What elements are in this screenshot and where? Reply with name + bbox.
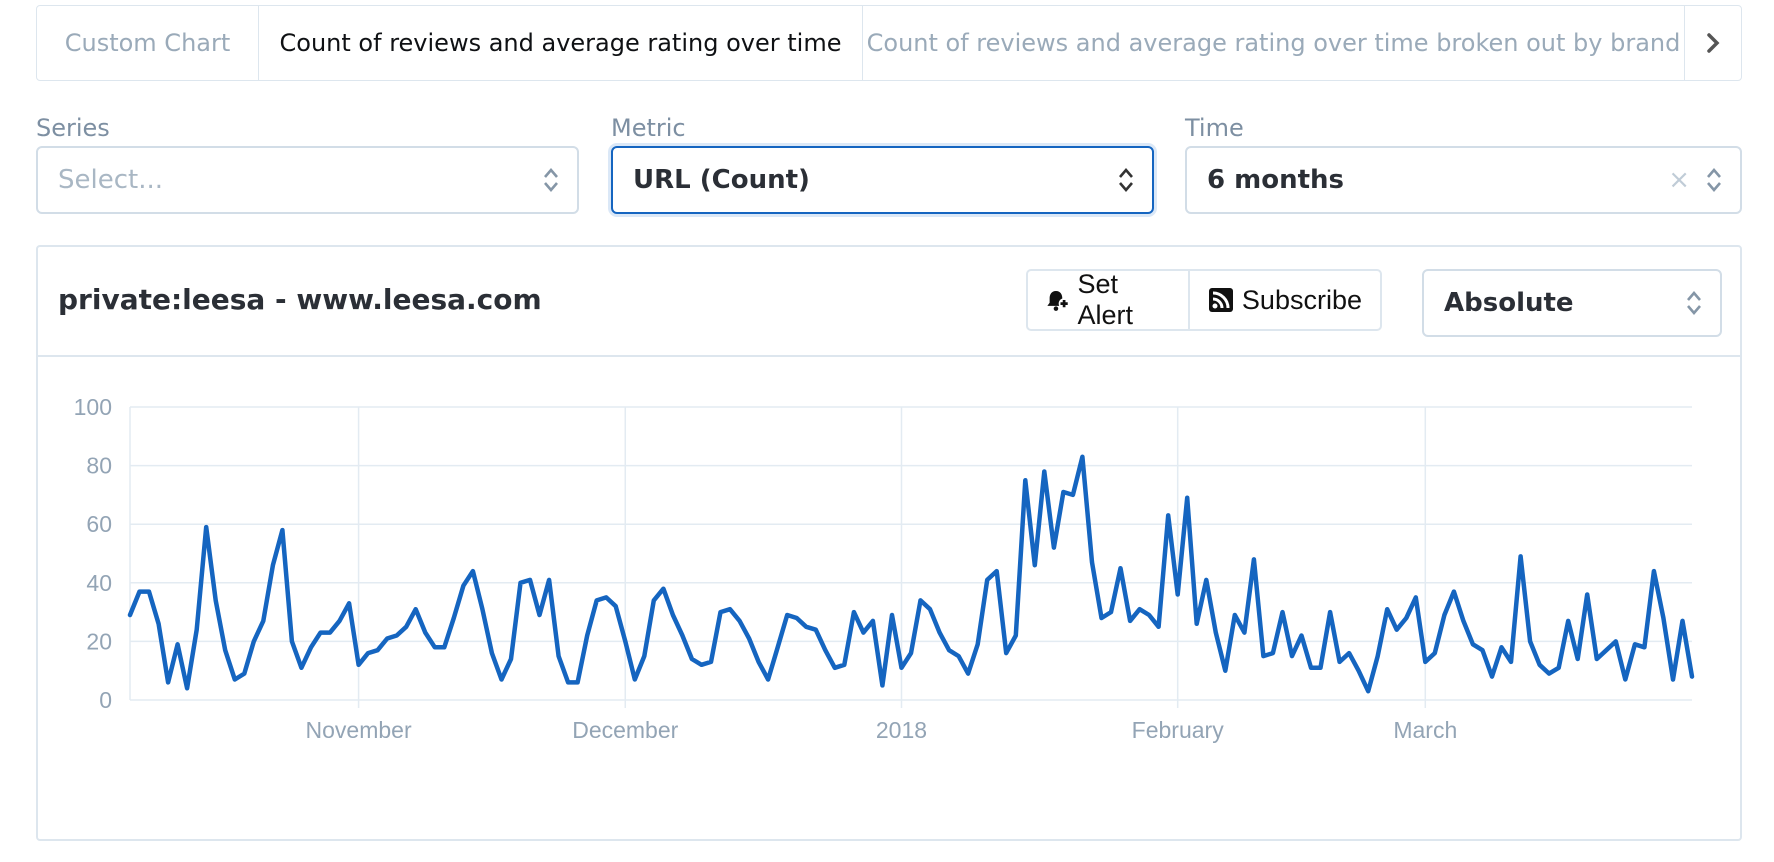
series-select[interactable]: Select... [36,146,579,214]
time-value: 6 months [1207,165,1345,195]
metric-value: URL (Count) [633,165,810,195]
select-arrows-icon [544,168,558,192]
tab-reviews-by-brand[interactable]: Count of reviews and average rating over… [863,6,1685,80]
chart-actions: Set Alert Subscribe [1026,269,1382,331]
metric-label: Metric [611,114,686,142]
select-arrows-icon [1707,168,1721,192]
x-tick-label: December [572,717,678,743]
y-tick-label: 60 [86,511,112,537]
y-tick-label: 0 [99,687,112,713]
tab-reviews-over-time[interactable]: Count of reviews and average rating over… [259,6,863,80]
chart-panel: private:leesa - www.leesa.com Set Alert [36,245,1742,841]
series-line-url-count [127,454,1695,694]
x-tick-label: 2018 [876,717,927,743]
line-chart: 0 20 40 60 80 100 November December 2018 February… [74,394,1695,743]
time-select[interactable]: 6 months × [1185,146,1742,214]
scale-value: Absolute [1444,288,1574,318]
x-tick-label: February [1132,717,1225,743]
y-tick-label: 20 [86,628,112,654]
time-label: Time [1185,114,1244,142]
series-placeholder: Select... [58,165,164,195]
metric-select[interactable]: URL (Count) [611,146,1154,214]
y-tick-label: 100 [74,394,112,420]
tab-scroll-next-button[interactable] [1685,6,1741,80]
clear-icon[interactable]: × [1668,165,1690,195]
subscribe-button[interactable]: Subscribe [1187,271,1380,329]
y-tick-label: 80 [86,453,112,479]
set-alert-label: Set Alert [1077,269,1134,330]
chevron-right-icon [1707,33,1720,53]
x-tick-label: March [1393,717,1457,743]
tab-bar: Custom Chart Count of reviews and averag… [36,5,1742,81]
tab-custom-chart[interactable]: Custom Chart [37,6,259,80]
rss-icon [1208,288,1233,312]
select-arrows-icon [1119,168,1133,192]
scale-select[interactable]: Absolute [1422,269,1722,337]
y-tick-label: 40 [86,570,112,596]
bell-plus-icon [1047,290,1070,311]
chart-title: private:leesa - www.leesa.com [58,283,542,316]
select-arrows-icon [1687,291,1701,315]
set-alert-button[interactable]: Set Alert [1028,269,1188,330]
x-tick-label: November [306,717,412,743]
series-label: Series [36,114,110,142]
chart-panel-header: private:leesa - www.leesa.com Set Alert [38,247,1740,357]
subscribe-label: Subscribe [1241,284,1362,315]
